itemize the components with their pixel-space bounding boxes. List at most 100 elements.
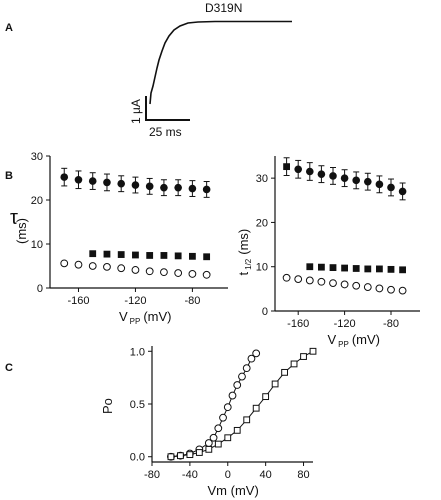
data-point-open-circle-8	[223, 403, 232, 412]
data-point-open-circle-9	[387, 285, 395, 294]
y-tick-label: 0	[37, 283, 43, 295]
data-point-open-square-13	[290, 360, 298, 368]
data-point-open-circle-13	[247, 354, 256, 363]
data-point-filled-square-3	[341, 264, 348, 272]
data-point-filled-circle-2	[88, 177, 97, 185]
data-point-filled-square-8	[203, 253, 211, 261]
x-tick-label: 0	[225, 469, 231, 481]
data-point-open-circle-9	[188, 270, 197, 278]
data-point-open-circle-4	[329, 279, 337, 288]
data-point-open-circle-6	[352, 281, 361, 290]
data-point-open-square-8	[243, 416, 251, 424]
data-point-open-square-3	[195, 449, 203, 456]
data-point-filled-circle-7	[375, 180, 384, 189]
data-point-filled-square-5	[160, 252, 168, 259]
data-point-open-circle-5	[131, 266, 140, 274]
data-point-filled-circle-9	[398, 187, 407, 196]
data-point-open-square-1	[177, 452, 184, 460]
data-point-filled-circle-0	[294, 165, 303, 174]
data-point-open-circle-3	[317, 277, 326, 286]
y-axis-label: Po	[100, 398, 115, 414]
y-tick-label: 20	[256, 217, 268, 229]
scale-time-label: 25 ms	[149, 125, 182, 139]
data-point-open-square-6	[224, 434, 232, 442]
y-tick-label: 30	[256, 173, 268, 185]
data-point-filled-square-7	[387, 265, 395, 273]
x-tick-label: -40	[182, 469, 198, 481]
data-point-open-circle-14	[252, 349, 261, 358]
data-point-open-circle-2	[88, 262, 97, 270]
data-point-open-square-0	[167, 453, 175, 461]
data-point-filled-square-3	[132, 251, 139, 259]
y-tick-label: 10	[31, 239, 43, 251]
scale-current-label: 1 µA	[129, 99, 143, 124]
data-point-open-square-11	[271, 380, 279, 388]
data-point-filled-circle-6	[145, 182, 154, 191]
data-point-filled-square-6	[174, 252, 182, 260]
data-point-open-circle-7	[219, 413, 227, 422]
x-tick-label: -160	[287, 318, 309, 330]
x-axis-label: V PP (mV)	[328, 332, 381, 349]
data-point-open-circle-5	[340, 280, 349, 289]
data-point-open-circle-11	[238, 372, 246, 381]
data-point-open-circle-10	[398, 286, 407, 295]
data-point-filled-square-4	[146, 252, 154, 259]
data-point-filled-square-7	[189, 252, 196, 260]
panel-label-a: A	[5, 22, 13, 34]
x-tick-label: 80	[297, 469, 309, 481]
data-point-open-circle-10	[233, 381, 242, 389]
data-point-open-circle-6	[214, 424, 223, 433]
y-axis-label: t1/2(ms)	[236, 229, 253, 276]
x-tick-label: -120	[334, 318, 356, 330]
data-point-filled-circle-5	[352, 176, 361, 185]
data-point-open-circle-1	[294, 275, 303, 284]
data-point-open-circle-12	[242, 364, 251, 373]
data-point-filled-circle-1	[306, 167, 314, 176]
data-point-open-square-10	[262, 393, 270, 401]
data-point-filled-square-0	[89, 250, 97, 258]
x-tick-label: -80	[383, 318, 399, 330]
current-trace	[149, 20, 292, 105]
x-axis-label: V PP (mV)	[119, 309, 172, 326]
data-point-open-circle-0	[282, 273, 291, 282]
x-tick-label: 40	[260, 469, 272, 481]
data-point-filled-circle-3	[103, 178, 111, 187]
data-point-open-circle-8	[174, 269, 183, 277]
data-point-open-circle-8	[375, 284, 384, 293]
data-point-filled-square-1	[103, 250, 111, 258]
data-point-filled-circle-4	[117, 179, 125, 188]
data-point-filled-circle-5	[131, 181, 140, 189]
data-point-filled-square-2	[117, 251, 125, 258]
panel-label-b: B	[5, 170, 13, 182]
data-point-filled-circle-8	[174, 183, 182, 192]
data-point-open-circle-3	[103, 262, 111, 271]
y-tick-label: 1.0	[130, 346, 145, 358]
data-point-open-circle-6	[145, 267, 154, 276]
data-point-open-square-7	[233, 426, 241, 434]
data-point-open-square-15	[309, 347, 317, 355]
data-point-open-circle-0	[60, 259, 69, 268]
tau-plot: 0 10 20 30 -160 -120 -80 V PP (mV) τ(ms)	[10, 151, 228, 326]
y-tick-label: 0.5	[130, 399, 145, 411]
data-point-open-circle-10	[202, 270, 211, 279]
data-point-filled-square-6	[376, 265, 383, 273]
data-point-open-square-5	[214, 440, 222, 448]
data-point-filled-square-1	[318, 263, 325, 271]
data-point-filled-circle-9	[188, 184, 197, 193]
scale-bar	[145, 96, 190, 121]
data-point-open-circle-4	[117, 264, 126, 273]
y-axis-unit: (ms)	[14, 218, 29, 244]
y-tick-label: 0.0	[130, 452, 145, 464]
data-point-open-square-4	[205, 445, 213, 453]
data-point-open-circle-7	[363, 283, 372, 291]
data-point-filled-square-5	[364, 265, 372, 273]
data-point-filled-square-2	[329, 264, 337, 271]
data-point-filled-circle-6	[364, 177, 372, 186]
data-point-open-square-2	[186, 451, 194, 459]
data-point-filled-square-4	[352, 265, 360, 272]
x-tick-label: -160	[67, 295, 89, 307]
data-point-open-circle-7	[160, 268, 168, 277]
data-point-filled-circle-1	[74, 175, 83, 184]
data-point-open-circle-9	[228, 391, 237, 400]
